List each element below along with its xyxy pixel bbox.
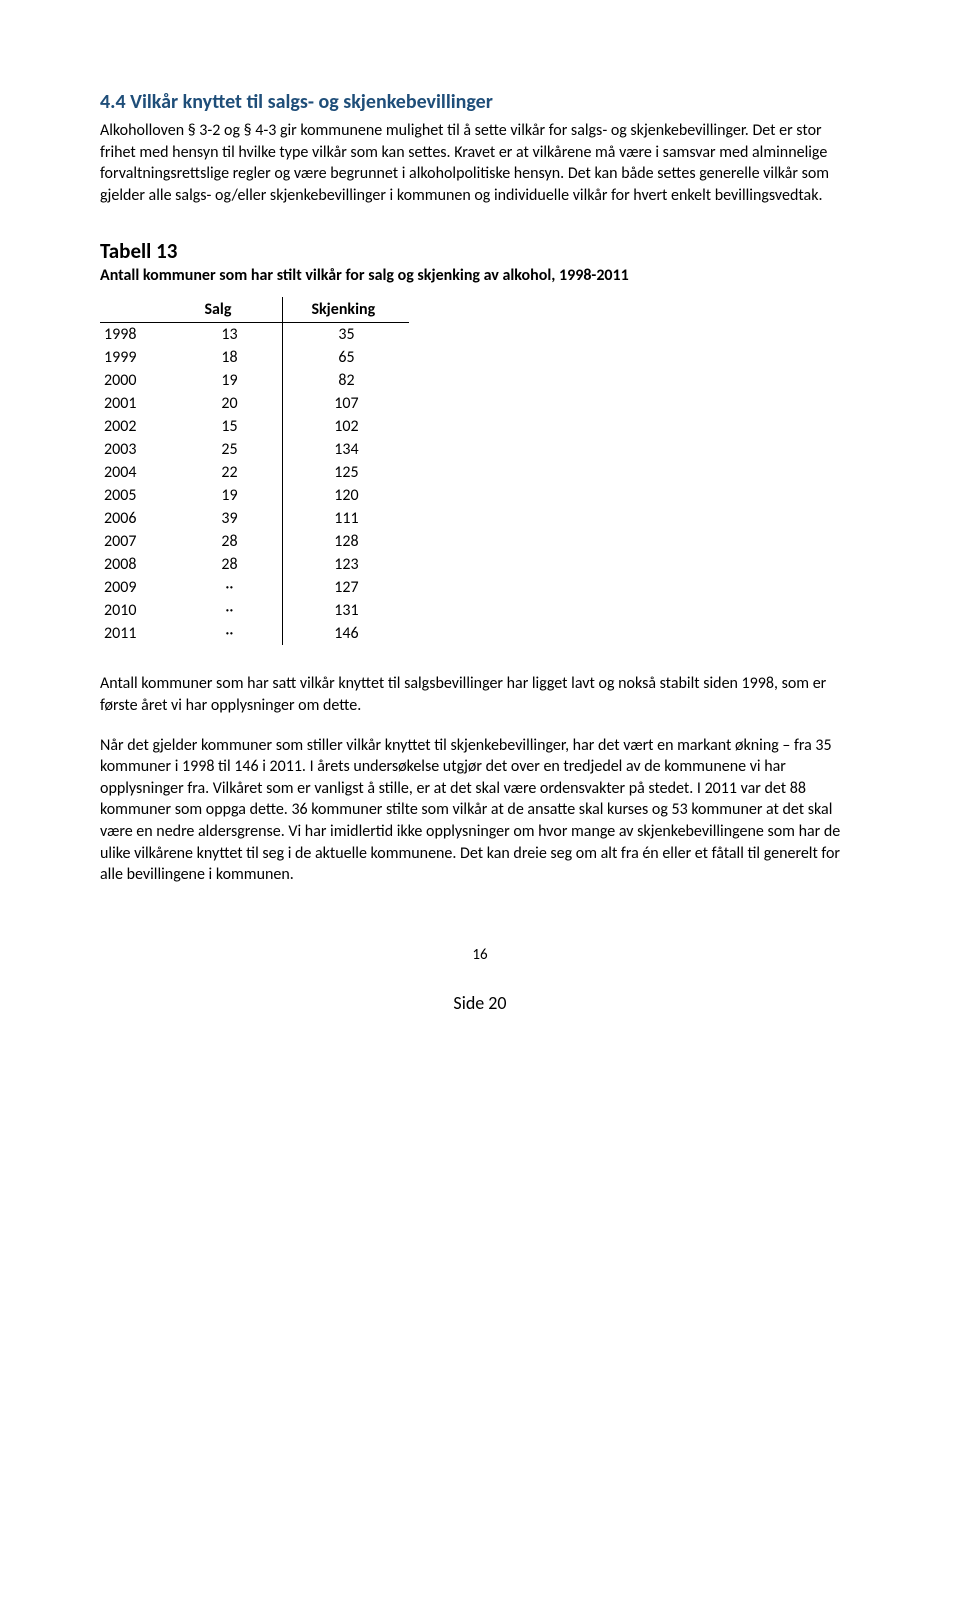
table-header-row: Salg Skjenking bbox=[100, 297, 409, 323]
table-row: 200325134 bbox=[100, 438, 409, 461]
cell-year: 2011 bbox=[100, 622, 176, 645]
cell-year: 2001 bbox=[100, 392, 176, 415]
cell-skjenking: 128 bbox=[283, 530, 410, 553]
table-row: 19981335 bbox=[100, 323, 409, 347]
col-header-salg: Salg bbox=[176, 297, 283, 323]
cell-salg: 28 bbox=[176, 553, 283, 576]
cell-salg: 20 bbox=[176, 392, 283, 415]
cell-skjenking: 131 bbox=[283, 599, 410, 622]
table-row: 2011··146 bbox=[100, 622, 409, 645]
table-row: 200120107 bbox=[100, 392, 409, 415]
cell-year: 2007 bbox=[100, 530, 176, 553]
cell-skjenking: 146 bbox=[283, 622, 410, 645]
cell-salg: ·· bbox=[176, 599, 283, 622]
cell-skjenking: 111 bbox=[283, 507, 410, 530]
table-row: 19991865 bbox=[100, 346, 409, 369]
document-page: 4.4 Vilkår knyttet til salgs- og skjenke… bbox=[0, 0, 960, 1054]
cell-skjenking: 102 bbox=[283, 415, 410, 438]
cell-year: 2003 bbox=[100, 438, 176, 461]
cell-salg: ·· bbox=[176, 576, 283, 599]
intro-paragraph: Alkoholloven § 3-2 og § 4-3 gir kommunen… bbox=[100, 120, 860, 206]
table-row: 200828123 bbox=[100, 553, 409, 576]
cell-year: 2005 bbox=[100, 484, 176, 507]
table-row: 200422125 bbox=[100, 461, 409, 484]
table-subtitle: Antall kommuner som har stilt vilkår for… bbox=[100, 266, 860, 285]
cell-skjenking: 107 bbox=[283, 392, 410, 415]
cell-skjenking: 123 bbox=[283, 553, 410, 576]
after-paragraph-2: Når det gjelder kommuner som stiller vil… bbox=[100, 735, 860, 886]
cell-salg: 18 bbox=[176, 346, 283, 369]
table-row: 2009··127 bbox=[100, 576, 409, 599]
cell-year: 2010 bbox=[100, 599, 176, 622]
cell-salg: 25 bbox=[176, 438, 283, 461]
col-header-year bbox=[100, 297, 176, 323]
cell-year: 1998 bbox=[100, 323, 176, 347]
cell-salg: 19 bbox=[176, 369, 283, 392]
cell-skjenking: 134 bbox=[283, 438, 410, 461]
cell-year: 2009 bbox=[100, 576, 176, 599]
side-footer: Side 20 bbox=[100, 992, 860, 1014]
table-row: 2010··131 bbox=[100, 599, 409, 622]
cell-salg: 39 bbox=[176, 507, 283, 530]
cell-skjenking: 120 bbox=[283, 484, 410, 507]
col-header-skjenking: Skjenking bbox=[283, 297, 410, 323]
cell-salg: 22 bbox=[176, 461, 283, 484]
cell-skjenking: 35 bbox=[283, 323, 410, 347]
table-row: 200215102 bbox=[100, 415, 409, 438]
table-row: 20001982 bbox=[100, 369, 409, 392]
cell-year: 2002 bbox=[100, 415, 176, 438]
cell-skjenking: 125 bbox=[283, 461, 410, 484]
cell-year: 1999 bbox=[100, 346, 176, 369]
cell-salg: 28 bbox=[176, 530, 283, 553]
table-row: 200519120 bbox=[100, 484, 409, 507]
page-number: 16 bbox=[100, 946, 860, 964]
table-row: 200728128 bbox=[100, 530, 409, 553]
cell-salg: 15 bbox=[176, 415, 283, 438]
cell-salg: ·· bbox=[176, 622, 283, 645]
cell-salg: 19 bbox=[176, 484, 283, 507]
vilkar-table: Salg Skjenking 1998133519991865200019822… bbox=[100, 297, 409, 645]
cell-skjenking: 65 bbox=[283, 346, 410, 369]
cell-year: 2000 bbox=[100, 369, 176, 392]
cell-year: 2008 bbox=[100, 553, 176, 576]
table-label: Tabell 13 bbox=[100, 238, 860, 264]
table-row: 200639111 bbox=[100, 507, 409, 530]
cell-year: 2006 bbox=[100, 507, 176, 530]
cell-salg: 13 bbox=[176, 323, 283, 347]
cell-year: 2004 bbox=[100, 461, 176, 484]
cell-skjenking: 127 bbox=[283, 576, 410, 599]
cell-skjenking: 82 bbox=[283, 369, 410, 392]
section-heading: 4.4 Vilkår knyttet til salgs- og skjenke… bbox=[100, 90, 860, 114]
after-paragraph-1: Antall kommuner som har satt vilkår knyt… bbox=[100, 673, 860, 716]
